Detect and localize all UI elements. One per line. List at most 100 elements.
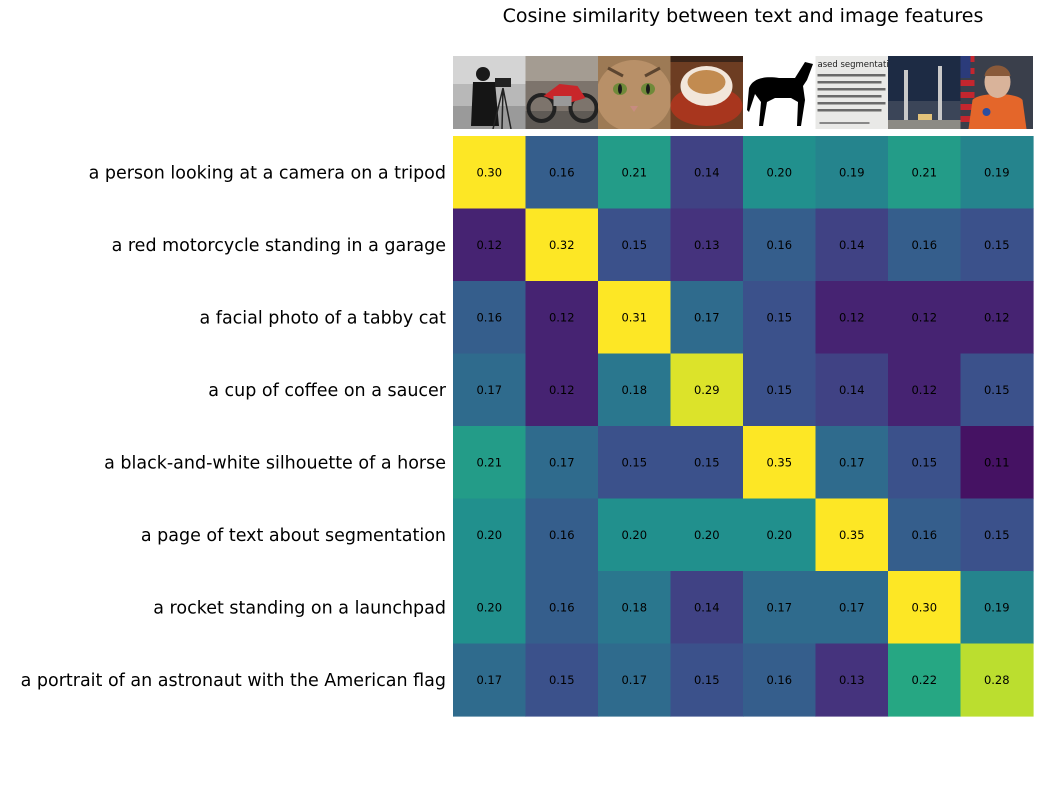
- segmentation-text-page-thumbnail: ased segmentation: [815, 56, 900, 129]
- cell-value-label: 0.35: [839, 528, 865, 542]
- heatmap-cell: [598, 353, 672, 427]
- heatmap-cell: [743, 281, 817, 355]
- cell-value-label: 0.20: [766, 528, 792, 542]
- heatmap-cell: [815, 643, 889, 717]
- heatmap-cell: [525, 353, 599, 427]
- heatmap-cell: [888, 571, 962, 645]
- heatmap-cell: [453, 498, 527, 572]
- cell-value-label: 0.12: [984, 310, 1010, 324]
- heatmap-cell: [525, 426, 599, 500]
- heatmap-cell: [815, 426, 889, 500]
- cell-value-label: 0.19: [984, 165, 1010, 179]
- heatmap-cell: [960, 571, 1034, 645]
- row-label: a page of text about segmentation: [141, 526, 446, 546]
- cell-value-label: 0.16: [549, 528, 575, 542]
- heatmap-cell: [815, 136, 889, 210]
- red-motorcycle-photo-thumbnail: [525, 56, 598, 129]
- heatmap-cell: [670, 281, 744, 355]
- row-label: a rocket standing on a launchpad: [153, 598, 446, 618]
- heatmap-cell: [815, 208, 889, 282]
- cell-value-label: 0.17: [476, 673, 502, 687]
- heatmap-cell: [670, 426, 744, 500]
- heatmap-cell: [598, 643, 672, 717]
- heatmap-cell: [670, 208, 744, 282]
- cell-value-label: 0.22: [911, 673, 937, 687]
- heatmap-cell: [888, 498, 962, 572]
- heatmap-cell: [960, 498, 1034, 572]
- heatmap-cell: [960, 643, 1034, 717]
- cell-value-label: 0.30: [911, 600, 937, 614]
- heatmap-cell: [453, 281, 527, 355]
- cell-value-label: 0.16: [766, 238, 792, 252]
- heatmap-cell: [453, 643, 527, 717]
- horse-silhouette-thumbnail: [743, 56, 816, 129]
- heatmap-cell: [525, 136, 599, 210]
- heatmap-cell: [670, 353, 744, 427]
- heatmap-cell: [888, 136, 962, 210]
- cell-value-label: 0.12: [911, 383, 937, 397]
- cell-value-label: 0.19: [984, 600, 1010, 614]
- heatmap-cell: [598, 571, 672, 645]
- heatmap-cell: [525, 208, 599, 282]
- cell-value-label: 0.15: [766, 310, 792, 324]
- cell-value-label: 0.19: [839, 165, 865, 179]
- heatmap-cell: [743, 571, 817, 645]
- heatmap-cell: [453, 426, 527, 500]
- tabby-cat-photo-thumbnail: [598, 56, 671, 129]
- heatmap-cell: [670, 571, 744, 645]
- cell-value-label: 0.32: [549, 238, 575, 252]
- heatmap-cell: [598, 208, 672, 282]
- svg-text:ased segmentation: ased segmentation: [818, 60, 900, 70]
- cell-value-label: 0.14: [839, 238, 865, 252]
- heatmap-cell: [453, 136, 527, 210]
- camera-man-photo-thumbnail: [453, 56, 526, 129]
- heatmap-cell: [743, 426, 817, 500]
- cell-value-label: 0.16: [911, 528, 937, 542]
- cell-value-label: 0.20: [766, 165, 792, 179]
- heatmap-cell: [960, 136, 1034, 210]
- cell-value-label: 0.21: [476, 455, 502, 469]
- heatmap-cell: [525, 281, 599, 355]
- cell-value-label: 0.31: [621, 310, 647, 324]
- heatmap-cell: [743, 498, 817, 572]
- row-label: a person looking at a camera on a tripod: [89, 163, 446, 183]
- cell-value-label: 0.16: [549, 165, 575, 179]
- cell-value-label: 0.11: [984, 455, 1010, 469]
- heatmap-cell: [598, 426, 672, 500]
- heatmap-cell: [743, 643, 817, 717]
- row-label: a portrait of an astronaut with the Amer…: [21, 671, 446, 691]
- cell-value-label: 0.15: [984, 528, 1010, 542]
- cell-value-label: 0.30: [476, 165, 502, 179]
- cell-value-label: 0.21: [911, 165, 937, 179]
- row-labels: a person looking at a camera on a tripod…: [21, 163, 447, 691]
- heatmap-cell: [888, 353, 962, 427]
- heatmap-cell: [888, 643, 962, 717]
- cell-value-label: 0.28: [984, 673, 1010, 687]
- heatmap-cell: [888, 281, 962, 355]
- cell-value-label: 0.15: [911, 455, 937, 469]
- heatmap-cell: [960, 353, 1034, 427]
- heatmap-cell: [888, 426, 962, 500]
- heatmap-cell: [525, 498, 599, 572]
- heatmap-cell: [598, 136, 672, 210]
- cell-value-label: 0.16: [476, 310, 502, 324]
- cell-value-label: 0.12: [549, 310, 575, 324]
- heatmap-cell: [453, 571, 527, 645]
- heatmap-cell: [743, 136, 817, 210]
- heatmap-cell: [670, 498, 744, 572]
- heatmap-cells: 0.30 0.16 0.21 0.14 0.20 0.19 0.21 0.19 0.12 0.32…: [453, 136, 1034, 717]
- cell-value-label: 0.15: [694, 455, 720, 469]
- cell-value-label: 0.16: [549, 600, 575, 614]
- cell-value-label: 0.15: [621, 455, 647, 469]
- cell-value-label: 0.15: [549, 673, 575, 687]
- chart-title: Cosine similarity between text and image…: [503, 5, 984, 27]
- row-label: a facial photo of a tabby cat: [200, 308, 447, 328]
- heatmap-cell: [525, 643, 599, 717]
- heatmap-cell: [815, 281, 889, 355]
- cell-value-label: 0.17: [549, 455, 575, 469]
- row-label: a red motorcycle standing in a garage: [112, 236, 446, 256]
- cell-value-label: 0.16: [766, 673, 792, 687]
- cell-value-label: 0.17: [476, 383, 502, 397]
- cell-value-label: 0.17: [839, 600, 865, 614]
- row-label: a cup of coffee on a saucer: [208, 381, 447, 401]
